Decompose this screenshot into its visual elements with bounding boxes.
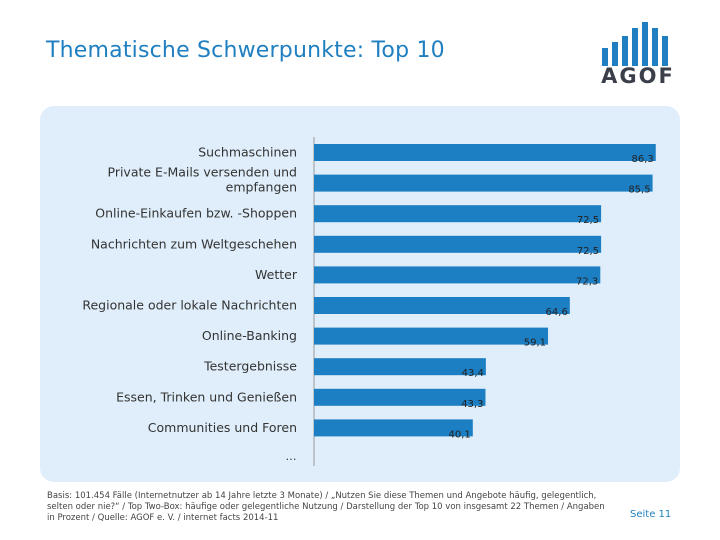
logo-bar <box>632 28 638 66</box>
category-label: Private E-Mails versenden und <box>108 165 298 180</box>
data-label: 43,3 <box>461 399 483 410</box>
agof-logo-bars-icon <box>602 22 668 66</box>
data-label: 86,3 <box>631 154 653 165</box>
logo-bar <box>622 36 628 66</box>
trailing-label: … <box>286 450 297 463</box>
logo-bar <box>662 36 668 66</box>
category-label: Communities und Foren <box>148 420 297 435</box>
bar <box>314 388 486 406</box>
bar <box>314 174 653 192</box>
bar <box>314 235 602 253</box>
category-label: Testergebnisse <box>203 359 297 374</box>
footnote: Basis: 101.454 Fälle (Internetnutzer ab … <box>47 491 605 523</box>
category-label: Essen, Trinken und Genießen <box>116 389 297 404</box>
data-label: 85,5 <box>628 185 650 196</box>
category-label: Nachrichten zum Weltgeschehen <box>91 236 297 251</box>
bar <box>314 327 549 345</box>
data-label: 59,1 <box>524 338 546 349</box>
page-title: Thematische Schwerpunkte: Top 10 <box>46 38 445 63</box>
category-label: Suchmaschinen <box>198 145 297 160</box>
bar <box>314 205 602 223</box>
bar <box>314 419 473 437</box>
category-label: Online-Einkaufen bzw. -Shoppen <box>95 206 297 221</box>
data-label: 64,6 <box>546 307 568 318</box>
logo-text: AGOF <box>601 64 675 88</box>
data-label: 72,5 <box>577 246 599 257</box>
logo-bar <box>642 22 648 66</box>
bar <box>314 358 486 376</box>
logo-bar <box>652 28 658 66</box>
logo-bar <box>602 48 608 66</box>
data-label: 40,1 <box>449 429 471 440</box>
data-label: 72,3 <box>576 276 598 287</box>
category-label: Wetter <box>255 267 298 282</box>
page-number: Seite 11 <box>630 509 672 520</box>
logo-bar <box>612 42 618 66</box>
category-label: empfangen <box>226 180 297 195</box>
category-label: Online-Banking <box>202 328 297 343</box>
bar <box>314 266 601 284</box>
bar <box>314 297 570 314</box>
data-label: 43,4 <box>462 368 484 379</box>
data-label: 72,5 <box>577 215 599 226</box>
category-label: Regionale oder lokale Nachrichten <box>82 298 297 313</box>
bar <box>314 144 656 161</box>
chart-panel <box>40 106 680 482</box>
